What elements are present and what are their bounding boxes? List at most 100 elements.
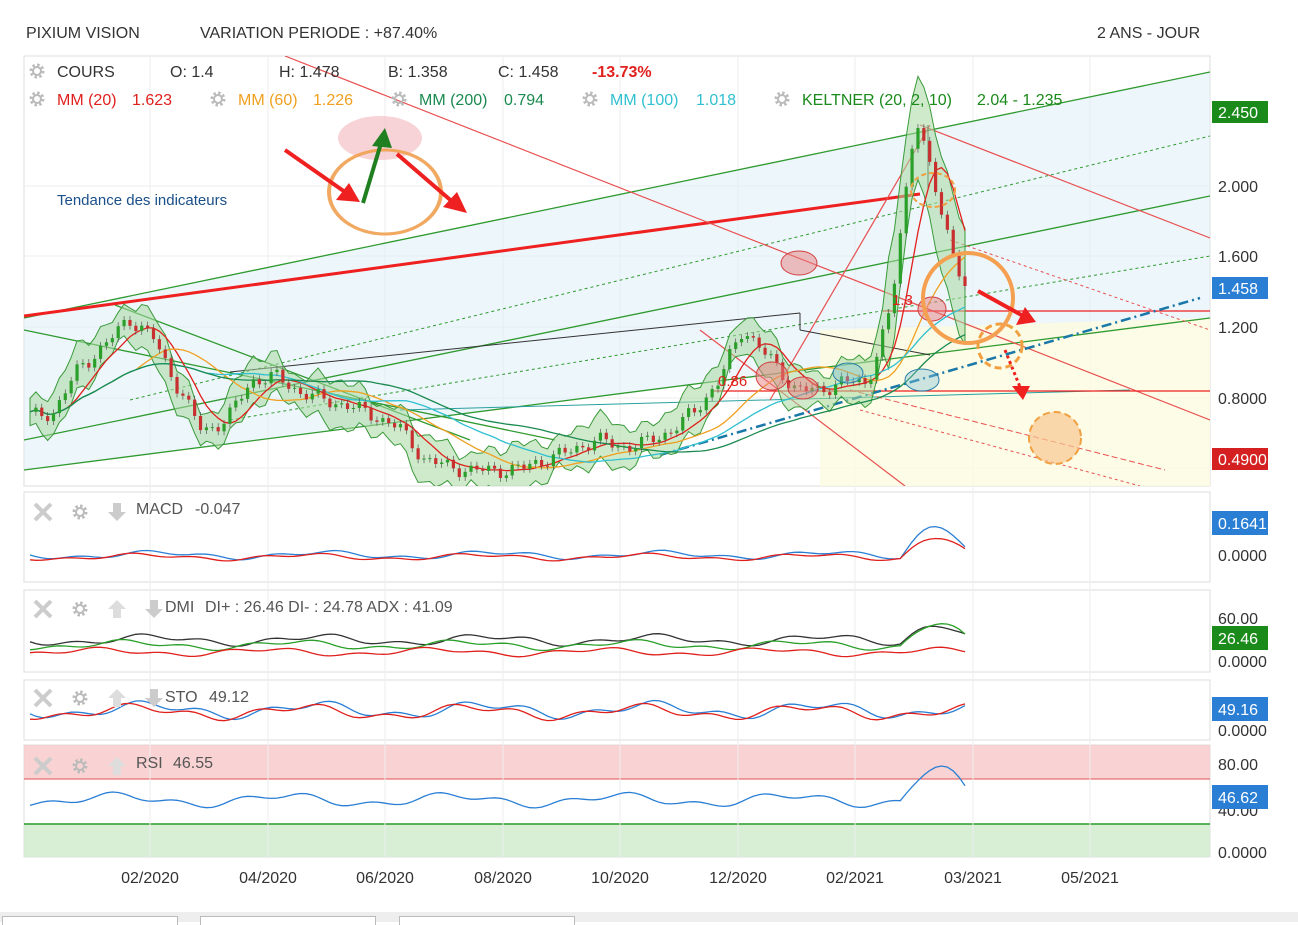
channel-dotted-1	[129, 135, 1210, 401]
candle-body	[498, 468, 503, 478]
arrow-up-icon[interactable]	[108, 600, 126, 618]
candle-body	[204, 427, 209, 431]
candle-body	[98, 345, 103, 359]
price-tag-text: 2.450	[1218, 105, 1258, 122]
x-tick: 06/2020	[356, 870, 414, 887]
x-tick: 03/2021	[944, 870, 1002, 887]
sto-price-tag	[1212, 697, 1268, 721]
orange-dashed-circle-1	[910, 172, 956, 208]
arrow-down-icon[interactable]	[145, 600, 163, 618]
arrow-up-icon[interactable]	[108, 757, 126, 775]
candle-body	[545, 465, 550, 467]
candle-body	[440, 462, 444, 465]
candle-body	[322, 389, 326, 399]
candle-body	[251, 379, 256, 388]
ellipse-blue-2	[904, 368, 940, 392]
candle-body	[528, 463, 532, 469]
legend-cours: COURS	[57, 64, 115, 81]
candle-body	[416, 448, 420, 460]
candle-body	[146, 325, 150, 329]
x-tick: 02/2020	[121, 870, 179, 887]
bottom-tab[interactable]	[200, 916, 376, 925]
candle-body	[557, 447, 561, 455]
arrow-up-icon[interactable]	[108, 689, 126, 707]
price-tag-1458	[1212, 277, 1268, 299]
candle-body	[634, 448, 638, 452]
dmi-price-tag	[1212, 626, 1268, 650]
macd-label: MACD	[136, 501, 183, 518]
candle-body	[422, 458, 426, 460]
candle-body	[340, 403, 344, 405]
candle-body	[645, 435, 650, 437]
candle-body	[745, 336, 750, 339]
candle-body	[834, 384, 838, 396]
major-resistance-line	[24, 192, 921, 318]
candle-body	[181, 393, 185, 396]
candle-body	[169, 358, 173, 378]
candle-body	[775, 354, 779, 363]
arrow-down-icon[interactable]	[108, 503, 126, 521]
candle-body	[681, 416, 685, 431]
close-icon[interactable]	[33, 599, 53, 619]
close-icon[interactable]	[33, 756, 53, 776]
candle-body	[628, 446, 632, 452]
bottom-tab[interactable]	[2, 916, 178, 925]
ellipse-marker-3	[787, 376, 819, 400]
candle-body	[698, 410, 702, 413]
candle-body	[46, 416, 50, 422]
close-icon[interactable]	[33, 688, 53, 708]
candle-body	[581, 445, 585, 448]
candle-body	[592, 440, 597, 451]
candle-body	[140, 325, 144, 331]
candle-body	[933, 161, 938, 193]
candle-body	[163, 349, 167, 359]
candle-body	[551, 454, 555, 467]
red-arrow-down-right	[977, 289, 1036, 325]
candle-body	[334, 404, 338, 408]
period-selector[interactable]: 2 ANS - JOUR	[1097, 25, 1201, 42]
candle-body	[216, 427, 220, 432]
red-dotted-arrow-down	[1003, 349, 1030, 400]
candle-body	[304, 393, 308, 400]
candle-body	[540, 459, 544, 466]
candle-body	[310, 393, 314, 400]
sto-tag-text: 49.16	[1218, 702, 1258, 719]
candle-body	[93, 358, 97, 368]
channel-dotted-2	[229, 255, 1210, 421]
sto-k-line	[29, 699, 966, 721]
y-tick: 0.8000	[1218, 391, 1267, 408]
close-icon[interactable]	[33, 502, 53, 522]
channel-upper-line	[24, 71, 1210, 319]
candle-body	[886, 313, 891, 330]
candle-body	[739, 338, 744, 343]
legend-open: O: 1.4	[170, 64, 214, 81]
y-tick: 1.200	[1218, 320, 1258, 337]
bottom-tab[interactable]	[399, 916, 575, 925]
candle-body	[451, 459, 455, 469]
channel-mid-line	[24, 195, 1210, 441]
candle-body	[122, 319, 126, 327]
candle-body	[469, 465, 473, 472]
dmi-tick: 60.00	[1218, 611, 1258, 628]
candle-body	[822, 385, 826, 393]
candle-body	[939, 192, 944, 215]
y-tick: 1.600	[1218, 249, 1258, 266]
legend-mm20-value: 1.623	[132, 92, 172, 109]
candle-body	[293, 387, 297, 389]
candle-body	[263, 383, 267, 385]
candle-body	[751, 336, 755, 338]
macd-value: -0.047	[195, 501, 240, 518]
candle-body	[534, 459, 538, 464]
candle-body	[710, 388, 714, 398]
price-candles	[34, 124, 967, 482]
legend-mm60-label: MM (60)	[238, 92, 298, 109]
rsi-oversold-zone	[24, 824, 1210, 857]
red-falling-channel-1	[284, 56, 1210, 421]
bottom-tabs-bar	[0, 912, 1298, 922]
candle-body	[763, 347, 767, 355]
arrow-down-icon[interactable]	[145, 689, 163, 707]
legend-high: H: 1.478	[279, 64, 340, 81]
candle-body	[598, 432, 603, 441]
candle-body	[492, 465, 497, 469]
y-tick: 2.000	[1218, 179, 1258, 196]
